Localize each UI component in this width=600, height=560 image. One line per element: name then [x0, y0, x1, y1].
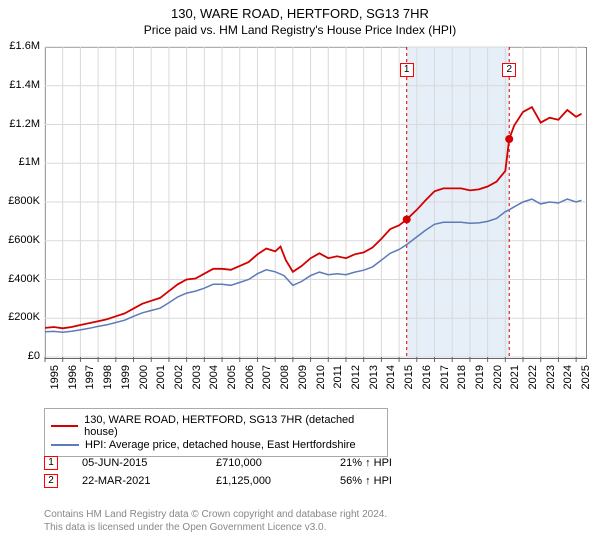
legend-swatch [51, 444, 79, 446]
chart-container: 130, WARE ROAD, HERTFORD, SG13 7HR Price… [0, 0, 600, 560]
transaction-marker-cell: 2 [44, 474, 58, 488]
y-tick-label: £200K [0, 311, 40, 323]
transaction-date: 22-MAR-2021 [82, 475, 192, 487]
y-tick-label: £400K [0, 273, 40, 285]
x-tick-label: 1997 [84, 365, 96, 397]
footer-attribution: Contains HM Land Registry data © Crown c… [44, 508, 387, 534]
transactions-table: 1 05-JUN-2015 £710,000 21% ↑ HPI 2 22-MAR-202… [44, 452, 392, 492]
x-tick-label: 2023 [545, 365, 557, 397]
x-tick-label: 2014 [385, 365, 397, 397]
legend-row: 130, WARE ROAD, HERTFORD, SG13 7HR (deta… [51, 414, 381, 438]
x-tick-label: 1996 [67, 365, 79, 397]
x-tick-label: 2001 [155, 365, 167, 397]
x-tick-label: 2022 [527, 365, 539, 397]
legend-label: 130, WARE ROAD, HERTFORD, SG13 7HR (deta… [84, 414, 381, 438]
legend-row: HPI: Average price, detached house, East… [51, 439, 381, 451]
y-tick-label: £600K [0, 234, 40, 246]
y-tick-label: £0 [0, 350, 40, 362]
x-tick-label: 2008 [279, 365, 291, 397]
x-tick-label: 2017 [439, 365, 451, 397]
x-tick-label: 2018 [456, 365, 468, 397]
x-tick-label: 2020 [492, 365, 504, 397]
y-tick-label: £1.4M [0, 79, 40, 91]
y-tick-label: £1M [0, 156, 40, 168]
x-tick-label: 1998 [102, 365, 114, 397]
x-tick-label: 2010 [315, 365, 327, 397]
y-tick-label: £800K [0, 195, 40, 207]
transaction-date: 05-JUN-2015 [82, 457, 192, 469]
x-tick-label: 2021 [509, 365, 521, 397]
x-tick-label: 2003 [191, 365, 203, 397]
x-tick-label: 1999 [120, 365, 132, 397]
y-tick-label: £1.2M [0, 118, 40, 130]
x-tick-label: 2005 [226, 365, 238, 397]
footer-line-2: This data is licensed under the Open Gov… [44, 521, 387, 534]
x-tick-label: 2009 [297, 365, 309, 397]
transaction-vs-hpi: 56% ↑ HPI [340, 475, 392, 487]
legend-box: 130, WARE ROAD, HERTFORD, SG13 7HR (deta… [44, 408, 388, 457]
transaction-marker-badge: 2 [502, 63, 516, 77]
x-tick-label: 2012 [350, 365, 362, 397]
legend-swatch [51, 425, 78, 427]
x-tick-label: 2011 [332, 365, 344, 397]
footer-line-1: Contains HM Land Registry data © Crown c… [44, 508, 387, 521]
transaction-price: £1,125,000 [216, 475, 316, 487]
x-tick-label: 2019 [474, 365, 486, 397]
x-tick-label: 2016 [421, 365, 433, 397]
x-tick-label: 1995 [49, 365, 61, 397]
x-tick-label: 2013 [368, 365, 380, 397]
x-tick-label: 2004 [208, 365, 220, 397]
transaction-marker-badge: 1 [400, 63, 414, 77]
x-tick-label: 2002 [173, 365, 185, 397]
x-tick-label: 2007 [261, 365, 273, 397]
transaction-vs-hpi: 21% ↑ HPI [340, 457, 392, 469]
transaction-marker-cell: 1 [44, 456, 58, 470]
transaction-price: £710,000 [216, 457, 316, 469]
transaction-row: 2 22-MAR-2021 £1,125,000 56% ↑ HPI [44, 474, 392, 488]
x-tick-label: 2000 [138, 365, 150, 397]
x-tick-label: 2025 [580, 365, 592, 397]
x-tick-label: 2015 [403, 365, 415, 397]
x-tick-label: 2006 [244, 365, 256, 397]
legend-label: HPI: Average price, detached house, East… [85, 439, 356, 451]
transaction-row: 1 05-JUN-2015 £710,000 21% ↑ HPI [44, 456, 392, 470]
y-tick-label: £1.6M [0, 40, 40, 52]
x-tick-label: 2024 [562, 365, 574, 397]
